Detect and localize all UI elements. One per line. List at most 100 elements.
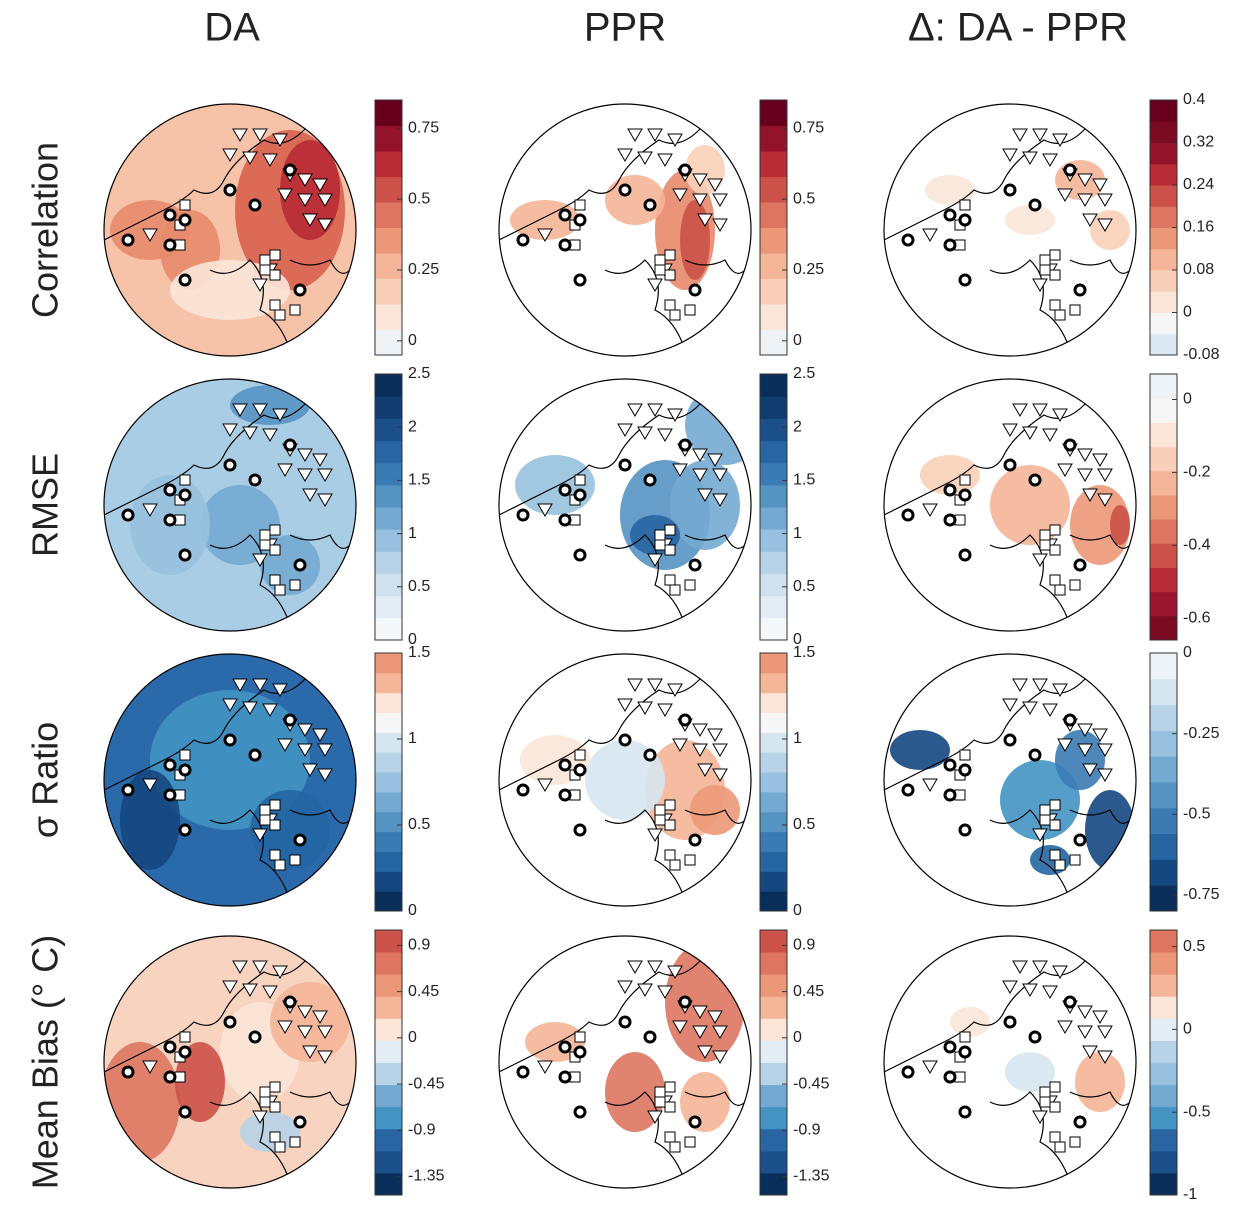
station-triangle bbox=[667, 133, 683, 147]
station-circle bbox=[283, 713, 297, 727]
station-triangle bbox=[692, 468, 708, 482]
station-circle bbox=[573, 823, 587, 837]
station-triangle bbox=[1022, 983, 1038, 997]
station-triangle bbox=[1077, 173, 1093, 187]
colorbar-tick-label: 0.75 bbox=[793, 120, 824, 137]
station-triangle bbox=[297, 1025, 313, 1039]
station-circle bbox=[1063, 713, 1077, 727]
station-square bbox=[274, 309, 286, 321]
station-square bbox=[259, 264, 271, 276]
station-circle bbox=[223, 183, 237, 197]
colorbar-tick-label: 0.5 bbox=[793, 190, 815, 207]
colorbar-frame bbox=[759, 652, 788, 912]
row-label: Mean Bias (° C) bbox=[25, 935, 66, 1189]
colorbar-tick-label: -0.4 bbox=[1183, 536, 1211, 553]
station-square bbox=[269, 574, 281, 586]
station-circle bbox=[163, 1040, 177, 1054]
station-square bbox=[574, 1031, 586, 1043]
station-square bbox=[959, 474, 971, 486]
station-square bbox=[959, 1031, 971, 1043]
colorbar-band bbox=[1150, 494, 1177, 520]
station-triangle bbox=[1052, 683, 1068, 697]
colorbar-band bbox=[375, 1150, 402, 1174]
station-circle bbox=[1028, 1030, 1042, 1044]
colorbar-band bbox=[375, 1128, 402, 1152]
station-triangle bbox=[647, 828, 663, 842]
station-triangle bbox=[627, 403, 643, 417]
colorbar-band bbox=[760, 374, 787, 397]
colorbar-band bbox=[1150, 291, 1177, 313]
station-triangle bbox=[672, 738, 688, 752]
colorbar-tick-label: 0 bbox=[1183, 1021, 1192, 1038]
station-triangle bbox=[647, 553, 663, 567]
colorbar-band bbox=[1150, 1062, 1177, 1086]
field-patch bbox=[670, 460, 740, 550]
colorbar-band bbox=[760, 712, 787, 733]
station-circle bbox=[121, 1065, 135, 1079]
station-triangle bbox=[1057, 738, 1073, 752]
colorbar-tick-label: 0.5 bbox=[793, 816, 815, 833]
station-triangle bbox=[707, 178, 723, 192]
station-square bbox=[1054, 309, 1066, 321]
station-circle bbox=[688, 558, 702, 572]
station-triangle bbox=[707, 1010, 723, 1024]
colorbar-band bbox=[375, 1062, 402, 1086]
station-square bbox=[959, 199, 971, 211]
colorbar-band bbox=[375, 440, 402, 464]
colorbar-tick-label: 1.5 bbox=[408, 644, 430, 661]
station-triangle bbox=[1077, 743, 1093, 757]
station-circle bbox=[1073, 283, 1087, 297]
station-circle bbox=[573, 213, 587, 227]
station-triangle bbox=[312, 1010, 328, 1024]
colorbar-band bbox=[1150, 142, 1177, 165]
colorbar-band bbox=[375, 253, 402, 279]
station-triangle bbox=[922, 1060, 938, 1074]
station-circle bbox=[223, 733, 237, 747]
station-triangle bbox=[1002, 698, 1018, 712]
station-triangle bbox=[692, 1005, 708, 1019]
colorbar-band bbox=[375, 930, 402, 953]
station-triangle bbox=[1022, 701, 1038, 715]
station-square bbox=[269, 1101, 281, 1113]
colorbar-band bbox=[760, 851, 787, 872]
station-circle bbox=[573, 488, 587, 502]
station-triangle bbox=[1082, 1045, 1098, 1059]
station-triangle bbox=[142, 778, 158, 792]
station-circle bbox=[558, 483, 572, 497]
station-triangle bbox=[667, 965, 683, 979]
field-patch bbox=[605, 175, 665, 225]
station-circle bbox=[223, 458, 237, 472]
station-triangle bbox=[1092, 728, 1108, 742]
colorbar-band bbox=[375, 484, 402, 508]
station-square bbox=[1049, 849, 1061, 861]
colorbar-tick-label: 0.9 bbox=[793, 937, 815, 954]
column-title: DA bbox=[204, 6, 260, 50]
station-square bbox=[1049, 269, 1061, 281]
station-square bbox=[654, 804, 666, 816]
station-triangle bbox=[697, 488, 713, 502]
colorbar-tick-label: 1.5 bbox=[793, 644, 815, 661]
station-triangle bbox=[672, 1020, 688, 1034]
station-circle bbox=[943, 1070, 957, 1084]
station-triangle bbox=[637, 983, 653, 997]
station-triangle bbox=[232, 960, 248, 974]
station-triangle bbox=[272, 133, 288, 147]
station-square bbox=[959, 749, 971, 761]
colorbar-band bbox=[375, 329, 402, 356]
colorbar-band bbox=[375, 974, 402, 997]
colorbar-band bbox=[1150, 270, 1177, 292]
station-triangle bbox=[232, 403, 248, 417]
station-circle bbox=[958, 213, 972, 227]
station-triangle bbox=[1012, 128, 1028, 142]
colorbar-band bbox=[760, 891, 787, 912]
station-triangle bbox=[1042, 985, 1058, 999]
station-square bbox=[669, 1141, 681, 1153]
station-circle bbox=[643, 748, 657, 762]
station-circle bbox=[901, 783, 915, 797]
colorbar-band bbox=[375, 772, 402, 793]
station-square bbox=[1049, 1131, 1061, 1143]
station-circle bbox=[688, 1115, 702, 1129]
station-triangle bbox=[1052, 133, 1068, 147]
station-circle bbox=[573, 1045, 587, 1059]
station-triangle bbox=[302, 213, 318, 227]
